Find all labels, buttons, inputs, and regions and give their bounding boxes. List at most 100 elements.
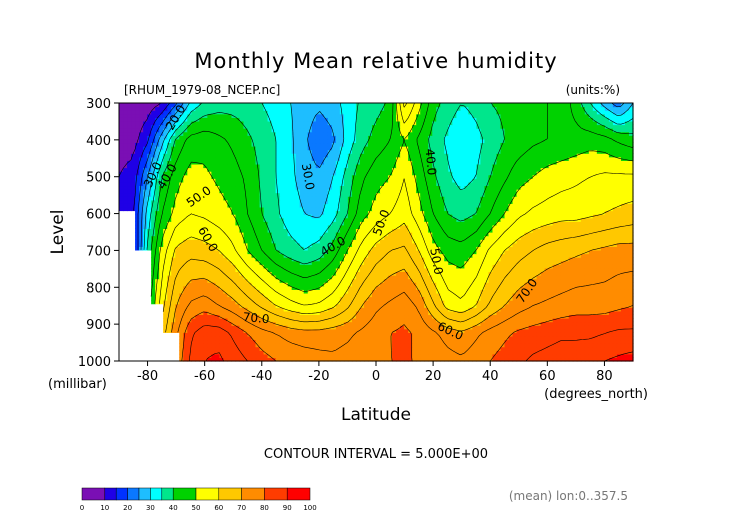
heatmap-cell: [584, 224, 590, 230]
heatmap-cell: [500, 221, 506, 226]
heatmap-cell: [564, 332, 570, 337]
heatmap-cell: [167, 303, 172, 308]
heatmap-cell: [604, 253, 610, 258]
heatmap-cell: [556, 235, 562, 240]
heatmap-cell: [452, 303, 457, 308]
heatmap-cell: [203, 328, 208, 333]
heatmap-cell: [456, 267, 461, 273]
heatmap-cell: [359, 249, 365, 255]
heatmap-cell: [291, 353, 297, 359]
heatmap-cell: [323, 335, 329, 341]
heatmap-cell: [343, 292, 349, 298]
heatmap-cell: [488, 253, 494, 258]
heatmap-cell: [347, 217, 353, 222]
heatmap-cell: [339, 253, 345, 258]
heatmap-cell: [436, 350, 441, 355]
heatmap-cell: [600, 232, 606, 237]
heatmap-cell: [135, 232, 140, 237]
heatmap-cell: [307, 296, 313, 301]
heatmap-cell: [448, 318, 453, 323]
heatmap-cell: [468, 217, 473, 222]
heatmap-cell: [267, 335, 273, 341]
heatmap-cell: [195, 228, 200, 233]
heatmap-cell: [580, 232, 586, 237]
heatmap-cell: [159, 232, 164, 237]
heatmap-cell: [428, 242, 433, 247]
heatmap-cell: [275, 328, 281, 333]
heatmap-cell: [223, 357, 229, 362]
heatmap-cell: [207, 292, 212, 298]
heatmap-cell: [400, 271, 405, 276]
heatmap-cell: [207, 210, 212, 215]
heatmap-cell: [279, 307, 285, 312]
heatmap-cell: [155, 282, 160, 287]
heatmap-cell: [307, 246, 313, 251]
heatmap-cell: [376, 235, 381, 240]
heatmap-cell: [327, 217, 333, 222]
heatmap-cell: [211, 350, 216, 355]
heatmap-cell: [604, 221, 610, 226]
heatmap-cell: [512, 300, 518, 305]
heatmap-cell: [584, 282, 590, 287]
heatmap-cell: [452, 253, 457, 258]
heatmap-cell: [255, 239, 261, 244]
heatmap-cell: [335, 224, 341, 230]
heatmap-cell: [380, 289, 385, 294]
heatmap-cell: [367, 307, 373, 312]
heatmap-cell: [259, 314, 265, 319]
heatmap-cell: [404, 278, 409, 283]
heatmap-cell: [428, 278, 433, 283]
heatmap-cell: [247, 346, 253, 351]
heatmap-cell: [568, 350, 574, 355]
heatmap-cell: [480, 325, 486, 330]
heatmap-cell: [620, 260, 626, 265]
heatmap-cell: [604, 307, 610, 312]
heatmap-cell: [367, 217, 373, 222]
heatmap-cell: [432, 350, 437, 355]
heatmap-cell: [299, 332, 305, 337]
heatmap-cell: [363, 228, 369, 233]
heatmap-cell: [540, 314, 546, 319]
heatmap-cell: [175, 321, 180, 326]
heatmap-cell: [536, 353, 542, 359]
heatmap-cell: [263, 246, 269, 251]
heatmap-cell: [187, 339, 192, 344]
heatmap-cell: [576, 343, 582, 348]
heatmap-cell: [203, 264, 208, 269]
heatmap-cell: [484, 328, 490, 333]
heatmap-cell: [275, 332, 281, 337]
heatmap-cell: [259, 318, 265, 323]
heatmap-cell: [279, 285, 285, 290]
heatmap-cell: [351, 257, 357, 262]
heatmap-cell: [239, 214, 245, 219]
heatmap-cell: [263, 346, 269, 351]
heatmap-cell: [167, 232, 172, 237]
heatmap-cell: [179, 300, 184, 305]
heatmap-cell: [343, 253, 349, 258]
heatmap-cell: [271, 264, 277, 269]
heatmap-cell: [219, 285, 225, 290]
heatmap-cell: [223, 343, 229, 348]
heatmap-cell: [251, 285, 257, 290]
heatmap-cell: [484, 235, 490, 240]
heatmap-cell: [171, 300, 176, 305]
heatmap-cell: [612, 339, 618, 344]
heatmap-cell: [576, 353, 582, 359]
heatmap-cell: [460, 285, 465, 290]
heatmap-cell: [560, 310, 566, 316]
heatmap-cell: [251, 343, 257, 348]
heatmap-cell: [528, 228, 534, 233]
heatmap-cell: [592, 278, 598, 283]
heatmap-cell: [251, 332, 257, 337]
heatmap-cell: [416, 307, 421, 312]
heatmap-cell: [263, 228, 269, 233]
heatmap-cell: [319, 242, 325, 247]
heatmap-cell: [516, 260, 522, 265]
heatmap-cell: [560, 318, 566, 323]
heatmap-cell: [616, 300, 622, 305]
heatmap-cell: [452, 300, 457, 305]
heatmap-cell: [444, 260, 449, 265]
heatmap-cell: [323, 350, 329, 355]
heatmap-cell: [496, 300, 502, 305]
heatmap-cell: [303, 353, 309, 359]
